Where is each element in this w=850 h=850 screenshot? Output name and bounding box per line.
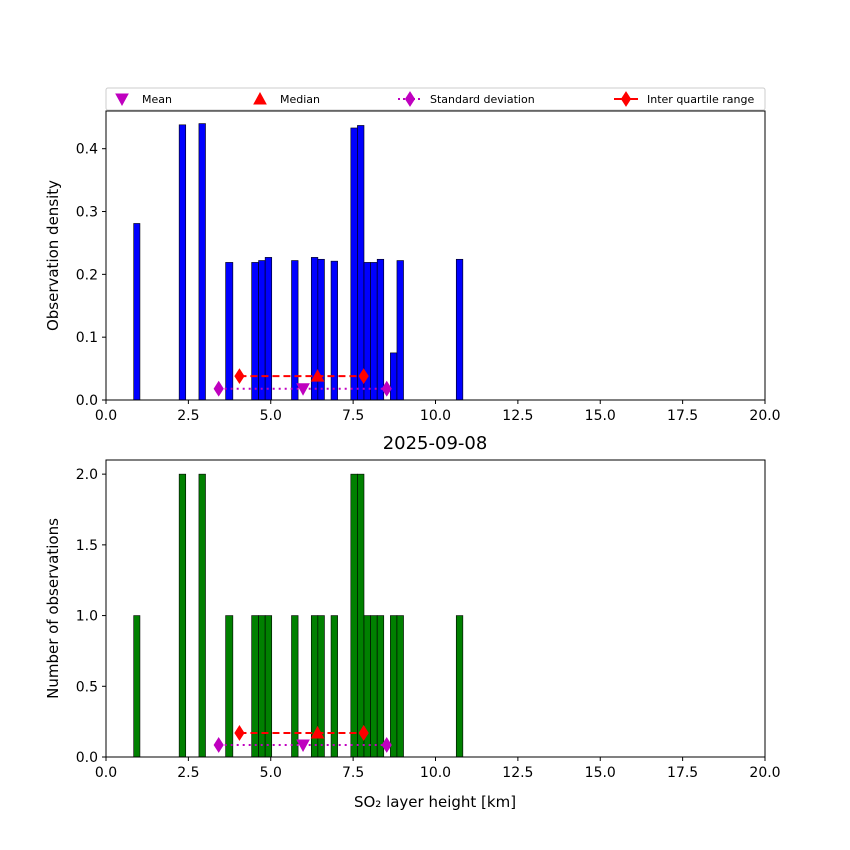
top-bar-18 <box>455 258 464 401</box>
legend-label-0: Mean <box>142 93 172 106</box>
bottom-bar-1 <box>178 473 187 758</box>
bottom-y-axis-label: Number of observations <box>44 518 62 699</box>
top-x-tick-label: 20.0 <box>749 408 780 424</box>
legend-item-1: Median <box>253 91 320 106</box>
legend: Mean Median Standard deviation Inter quarti… <box>105 87 766 111</box>
chart-title: 2025-09-08 <box>383 433 488 454</box>
bottom-bar-4 <box>251 615 259 758</box>
legend-marker-1 <box>253 91 267 105</box>
bottom-bar-2 <box>198 473 206 758</box>
top-y-tick-label: 0.1 <box>76 330 98 346</box>
bottom-bar-17 <box>396 615 404 758</box>
top-y-axis-label: Observation density <box>44 180 62 331</box>
bottom-panel: 0.0 2.5 5.0 7.5 10.0 12.5 15.0 17.5 20.0 0.0 0.5 1.… <box>44 459 781 781</box>
top-x-tick-label: 2.5 <box>177 408 199 424</box>
top-bar-6 <box>264 257 273 401</box>
bottom-bar-7 <box>291 615 299 758</box>
bottom-bar-15 <box>376 615 385 758</box>
legend-label-1: Median <box>280 93 320 106</box>
top-bar-12 <box>357 125 365 401</box>
x-axis-label: SO₂ layer height [km] <box>354 793 516 811</box>
bottom-bar-11 <box>350 473 358 758</box>
top-x-tick-label: 15.0 <box>585 408 616 424</box>
top-bar-7 <box>291 260 299 401</box>
top-y-tick-label: 0.3 <box>76 205 98 221</box>
top-std-marker-left <box>213 380 224 397</box>
bottom-y-tick-label: 0.5 <box>76 679 98 695</box>
top-iqr-marker-right <box>358 368 369 385</box>
top-x-tick-label: 7.5 <box>342 408 364 424</box>
legend-label-2: Standard deviation <box>430 93 535 106</box>
top-bar-2 <box>198 123 206 401</box>
legend-marker-3 <box>620 91 632 107</box>
top-mean-marker <box>296 383 310 396</box>
bottom-bar-6 <box>264 615 273 758</box>
top-bar-3 <box>225 262 234 401</box>
top-bar-10 <box>330 260 338 401</box>
top-bar-1 <box>178 124 187 401</box>
top-median-marker <box>310 369 325 382</box>
bottom-x-tick-label: 15.0 <box>585 765 616 781</box>
top-x-tick-label: 0.0 <box>95 408 117 424</box>
legend-marker-2 <box>404 91 416 107</box>
top-iqr-marker-left <box>234 368 245 385</box>
bottom-bar-16 <box>390 615 398 758</box>
top-std-marker-right <box>381 380 392 397</box>
top-bar-16 <box>390 352 398 401</box>
legend-item-3: Inter quartile range <box>614 91 754 107</box>
bottom-iqr-marker-right <box>358 725 369 741</box>
bottom-x-tick-label: 10.0 <box>420 765 451 781</box>
top-bar-11 <box>350 127 358 401</box>
bottom-x-tick-label: 20.0 <box>749 765 780 781</box>
bottom-bar-12 <box>357 473 365 758</box>
top-y-tick-label: 0.4 <box>76 142 98 158</box>
top-panel: 0.0 2.5 5.0 7.5 10.0 12.5 15.0 17.5 20.0 0.0 0.1 0.… <box>44 110 781 424</box>
top-bar-5 <box>258 260 266 401</box>
legend-label-3: Inter quartile range <box>647 93 754 106</box>
bottom-x-tick-label: 12.5 <box>502 765 533 781</box>
top-x-tick-label: 5.0 <box>260 408 282 424</box>
legend-marker-0 <box>115 93 129 107</box>
bottom-bar-18 <box>455 615 464 758</box>
bottom-y-tick-label: 2.0 <box>76 467 98 483</box>
bottom-x-tick-label: 0.0 <box>95 765 117 781</box>
bottom-x-tick-label: 5.0 <box>260 765 282 781</box>
top-y-tick-label: 0.0 <box>76 393 98 409</box>
bottom-y-tick-label: 1.0 <box>76 609 98 625</box>
bottom-x-tick-label: 2.5 <box>177 765 199 781</box>
bottom-bar-3 <box>225 615 234 758</box>
bottom-bar-5 <box>258 615 266 758</box>
bottom-median-marker <box>310 725 325 739</box>
bottom-x-tick-label: 7.5 <box>342 765 364 781</box>
bottom-y-tick-label: 0.0 <box>76 750 98 766</box>
top-bar-17 <box>396 260 404 401</box>
bottom-mean-marker <box>296 739 310 753</box>
bottom-x-tick-label: 17.5 <box>667 765 698 781</box>
top-bar-0 <box>133 223 141 401</box>
top-x-tick-label: 10.0 <box>420 408 451 424</box>
bottom-bar-10 <box>330 615 338 758</box>
legend-item-2: Standard deviation <box>398 91 535 107</box>
bottom-bar-0 <box>133 615 141 758</box>
top-y-tick-label: 0.2 <box>76 267 98 283</box>
legend-box <box>105 87 766 111</box>
bottom-iqr-marker-left <box>234 725 245 741</box>
top-bar-4 <box>251 262 259 401</box>
bottom-y-tick-label: 1.5 <box>76 538 98 554</box>
bottom-std-marker-left <box>213 737 224 753</box>
bottom-bar-14 <box>370 615 378 758</box>
bottom-std-marker-right <box>381 737 392 753</box>
top-bar-14 <box>370 262 378 401</box>
top-x-tick-label: 12.5 <box>502 408 533 424</box>
legend-item-0: Mean <box>115 93 172 107</box>
top-x-tick-label: 17.5 <box>667 408 698 424</box>
top-bar-15 <box>376 258 385 401</box>
